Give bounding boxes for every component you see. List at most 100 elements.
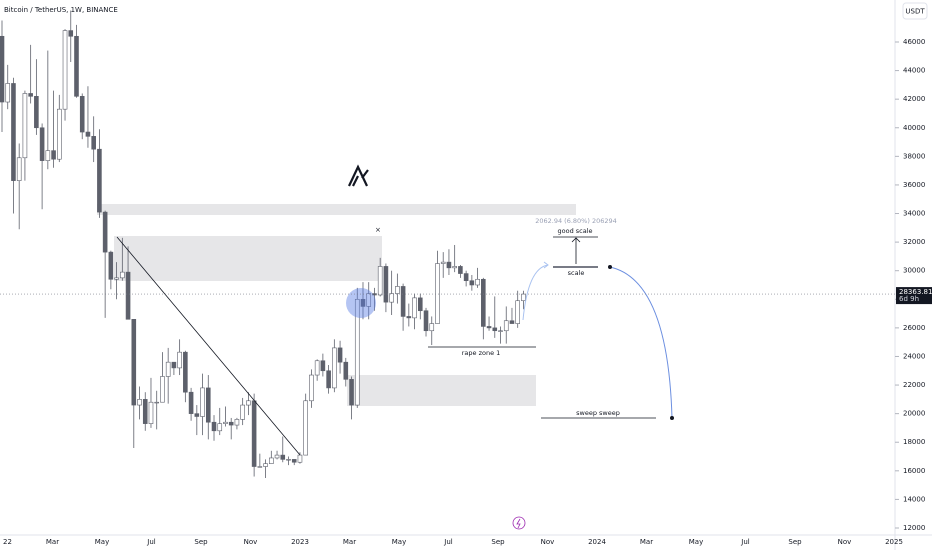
candle-body (91, 136, 96, 150)
x-tick-label: 2023 (291, 538, 309, 546)
candle-body (463, 273, 469, 282)
y-tick-label: 38000 (903, 152, 925, 160)
x-tick-label: 2024 (588, 538, 606, 546)
x-tick-label: Sep (491, 538, 505, 546)
candle-body (211, 421, 217, 432)
candle-body (389, 293, 394, 303)
event-icon[interactable] (512, 516, 526, 530)
countdown-label: 6d 9h (899, 295, 919, 303)
candle-body (309, 374, 314, 402)
candle-body (269, 457, 274, 464)
x-tick-label: 2025 (885, 538, 903, 546)
candle-body (280, 454, 286, 460)
candle-body (400, 286, 406, 317)
annotation: rape zone 1 (462, 349, 501, 357)
candle-body (521, 293, 526, 302)
y-tick-label: 16000 (903, 467, 925, 475)
candle-body (177, 351, 182, 369)
candle-body (503, 320, 509, 332)
candle-body (498, 330, 503, 332)
highlight-circle (346, 288, 376, 318)
candle-body (125, 271, 131, 320)
x-tick-label: Jul (740, 538, 750, 546)
candle-body (263, 463, 268, 467)
candle-body (183, 351, 188, 393)
candle-body (412, 297, 417, 319)
zone (97, 204, 576, 215)
marker: × (375, 226, 381, 234)
point (608, 265, 612, 269)
candle-body (39, 127, 45, 161)
zone (114, 236, 382, 281)
y-tick-label: 46000 (903, 38, 925, 46)
x-tick-label: Mar (46, 538, 59, 546)
candle-body (274, 454, 280, 459)
candle-body (120, 271, 125, 279)
candle-body (131, 319, 137, 406)
candle-body (349, 379, 354, 406)
candle-body (22, 93, 28, 159)
arrow (522, 261, 549, 321)
x-tick-label: Jul (443, 538, 453, 546)
candle-body (303, 400, 308, 456)
y-tick-label: 18000 (903, 438, 925, 446)
candle-body (108, 251, 114, 280)
candle-body (492, 327, 498, 332)
candle-body (446, 261, 452, 269)
candle-body (469, 280, 475, 286)
candle-body (11, 83, 16, 181)
candle-body (366, 293, 372, 307)
candle-body (395, 286, 400, 294)
trend-line (116, 236, 301, 456)
x-tick-label: May (689, 538, 703, 546)
chart-title: Bitcoin / TetherUS, 1W, BINANCE (4, 6, 118, 14)
currency-button[interactable] (902, 2, 928, 20)
candle-body (97, 148, 102, 213)
candle-body (286, 459, 291, 461)
candle-body (251, 400, 257, 467)
x-tick-label: Sep (194, 538, 208, 546)
candle-body (0, 35, 5, 103)
candle-body (257, 466, 263, 468)
last-price-label: 28363.81 (899, 288, 932, 296)
candle-body (5, 83, 11, 103)
annotation: scale (568, 269, 585, 277)
x-tick-label: Nov (541, 538, 555, 546)
x-tick-label: Jul (146, 538, 156, 546)
candle-body (320, 360, 326, 372)
last-price-box (896, 287, 932, 305)
y-tick-label: 22000 (903, 381, 925, 389)
candle-body (148, 401, 154, 424)
logo (348, 164, 369, 187)
candle-body (171, 361, 177, 369)
x-tick-label: Mar (343, 538, 356, 546)
candle-body (475, 278, 480, 286)
candle-body (383, 266, 389, 303)
point (670, 416, 674, 420)
candle-body (16, 157, 22, 181)
candle-body (291, 459, 297, 463)
y-tick-label: 36000 (903, 181, 925, 189)
candle-body (102, 211, 108, 253)
candle-body (205, 387, 211, 423)
y-tick-label: 44000 (903, 67, 925, 75)
arrow (571, 237, 581, 264)
x-tick-label: Mar (640, 538, 653, 546)
currency: USDT (905, 8, 925, 16)
measure-label: 2062.94 (6.80%) 206294 (535, 217, 617, 225)
candle-body (228, 421, 234, 426)
candle-body (332, 347, 337, 389)
y-tick-label: 12000 (903, 524, 925, 532)
y-tick-label: 34000 (903, 210, 925, 218)
candle-body (74, 35, 79, 97)
candle-body (377, 266, 383, 296)
x-tick-label: 22 (3, 538, 12, 546)
x-tick-label: Sep (788, 538, 802, 546)
candle-body (297, 454, 303, 463)
candle-body (45, 150, 51, 161)
candle-body (234, 419, 240, 426)
candle-body (343, 361, 349, 380)
candle-body (326, 370, 331, 389)
